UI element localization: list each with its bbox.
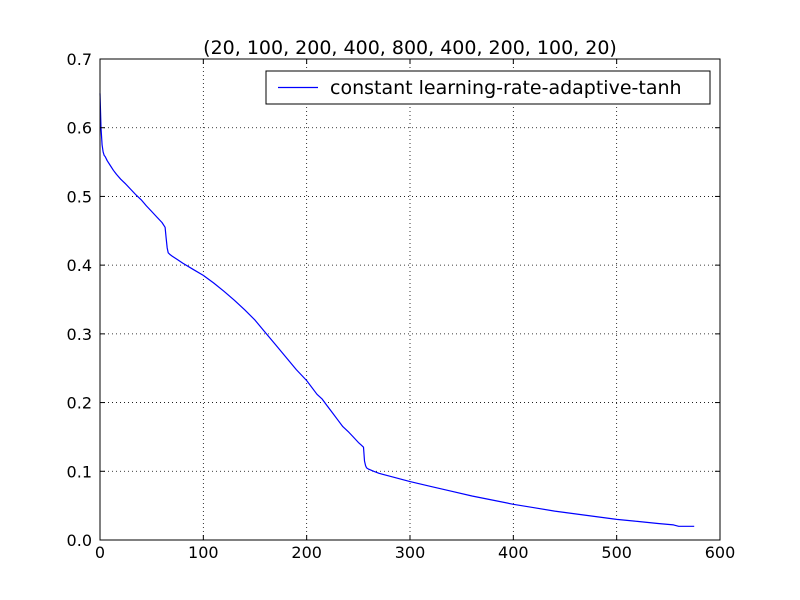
series-line	[99, 93, 695, 527]
x-tick-label: 600	[705, 543, 736, 562]
x-tick-label: 500	[601, 543, 632, 562]
y-tick-label: 0.2	[67, 394, 92, 413]
y-axis-tick-labels: 0.0 0.1 0.2 0.3 0.4 0.5 0.6 0.7	[67, 50, 92, 550]
legend-label: constant learning-rate-adaptive-tanh	[330, 77, 682, 99]
x-tick-label: 400	[498, 543, 529, 562]
y-tick-label: 0.0	[67, 531, 92, 550]
chart-title: (20, 100, 200, 400, 800, 400, 200, 100, …	[203, 37, 617, 59]
axis-ticks	[99, 58, 721, 541]
y-tick-label: 0.3	[67, 325, 92, 344]
x-tick-label: 200	[291, 543, 322, 562]
series-layer	[99, 93, 695, 527]
y-tick-label: 0.7	[67, 50, 92, 69]
y-tick-label: 0.6	[67, 119, 92, 138]
x-tick-label: 300	[395, 543, 426, 562]
x-tick-label: 0	[95, 543, 105, 562]
y-tick-label: 0.4	[67, 256, 92, 275]
legend-box	[265, 70, 711, 105]
x-axis-tick-labels: 0 100 200 300 400 500 600	[95, 543, 735, 562]
y-tick-label: 0.1	[67, 462, 92, 481]
legend: constant learning-rate-adaptive-tanh	[265, 70, 711, 105]
x-tick-label: 100	[188, 543, 219, 562]
grid-lines	[99, 58, 721, 541]
y-tick-label: 0.5	[67, 187, 92, 206]
